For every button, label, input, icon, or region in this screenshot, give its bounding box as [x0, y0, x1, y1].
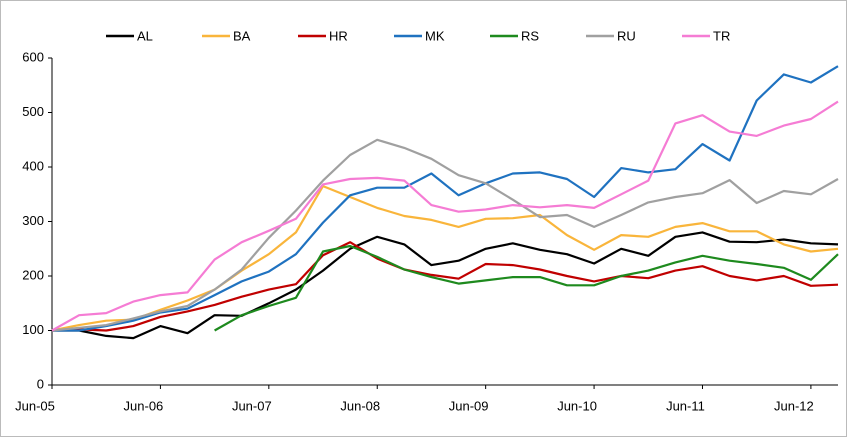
x-tick-label: Jun-06: [124, 398, 164, 413]
x-tick-label: Jun-05: [15, 398, 55, 413]
y-tick-label: 200: [22, 267, 44, 282]
x-tick-label: Jun-10: [557, 398, 597, 413]
y-tick-label: 600: [22, 49, 44, 64]
legend-label: MK: [425, 28, 445, 43]
legend-label: BA: [233, 28, 251, 43]
y-tick-label: 100: [22, 322, 44, 337]
x-tick-label: Jun-07: [232, 398, 272, 413]
y-tick-label: 400: [22, 158, 44, 173]
series-line: [52, 231, 839, 340]
y-tick-label: 300: [22, 213, 44, 228]
series-line: [51, 185, 839, 332]
series-line: [51, 241, 839, 332]
series-line: [51, 100, 839, 332]
legend-label: RS: [521, 28, 539, 43]
legend-label: HR: [329, 28, 348, 43]
x-tick-label: Jun-12: [774, 398, 814, 413]
legend-label: TR: [713, 28, 730, 43]
x-tick-label: Jun-08: [340, 398, 380, 413]
x-tick-label: Jun-11: [666, 398, 705, 413]
y-tick-label: 0: [37, 376, 44, 391]
series-line: [52, 65, 839, 332]
legend-label: RU: [617, 28, 636, 43]
x-tick-label: Jun-09: [449, 398, 489, 413]
series-line: [51, 138, 839, 332]
y-tick-label: 500: [22, 104, 44, 119]
series-line: [214, 244, 839, 332]
legend-label: AL: [137, 28, 153, 43]
